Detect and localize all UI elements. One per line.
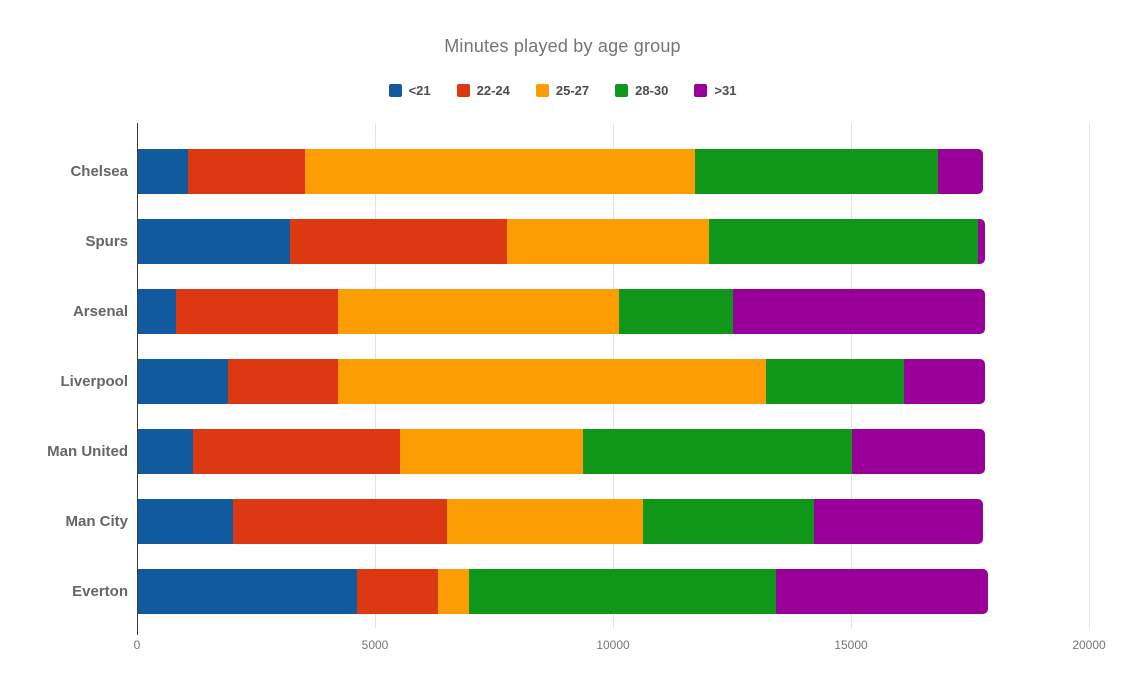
bar-segment: [337, 289, 619, 334]
legend-swatch-icon: [615, 84, 629, 97]
bar-segment: [138, 569, 357, 614]
bar-segment: [978, 219, 986, 264]
legend-item: 25-27: [535, 83, 590, 98]
chart-title: Minutes played by age group: [444, 36, 681, 56]
x-axis-tick-label: 20000: [1072, 638, 1106, 652]
bar-segment: [851, 429, 986, 474]
bar-segment: [356, 569, 438, 614]
y-axis-label: Man United: [47, 443, 128, 460]
bar-segment: [813, 499, 983, 544]
bar-segment: [138, 359, 229, 404]
legend: <21 22-24 25-27 28-30 >31: [0, 83, 1125, 98]
bar-segment: [732, 289, 986, 334]
bar-segment: [138, 219, 291, 264]
gridline: [1089, 123, 1090, 628]
bar-segment: [775, 569, 988, 614]
bar-row: [138, 149, 983, 194]
plot-area: [137, 123, 1090, 635]
legend-item: <21: [388, 83, 431, 98]
bar-segment: [437, 569, 469, 614]
bar-segment: [447, 499, 643, 544]
bar-segment: [228, 359, 338, 404]
legend-item: >31: [694, 83, 736, 98]
legend-label: 28-30: [635, 83, 669, 98]
bar-segment: [187, 149, 305, 194]
y-axis-line: [137, 123, 138, 635]
bar-segment: [583, 429, 852, 474]
x-axis-tick-label: 5000: [361, 638, 389, 652]
bar-row: [138, 569, 988, 614]
bar-segment: [506, 219, 710, 264]
bar-segment: [399, 429, 584, 474]
bar-segment: [642, 499, 814, 544]
y-axis-label: Man City: [65, 513, 128, 530]
bar-segment: [138, 149, 188, 194]
legend-label: 22-24: [476, 83, 510, 98]
bar-segment: [290, 219, 507, 264]
bar-segment: [138, 499, 234, 544]
legend-item: 22-24: [456, 83, 510, 98]
bar-segment: [138, 289, 177, 334]
x-axis-tick-label: 15000: [834, 638, 868, 652]
bar-segment: [694, 149, 938, 194]
bar-segment: [176, 289, 338, 334]
bar-row: [138, 429, 986, 474]
bar-segment: [468, 569, 776, 614]
y-axis-label: Chelsea: [70, 163, 128, 180]
bar-row: [138, 219, 986, 264]
bar-segment: [192, 429, 400, 474]
bar-row: [138, 289, 986, 334]
legend-swatch-icon: [694, 84, 708, 97]
bar-segment: [766, 359, 905, 404]
bar-row: [138, 359, 986, 404]
x-axis-tick-label: 10000: [596, 638, 630, 652]
bar-segment: [233, 499, 448, 544]
y-axis-label: Liverpool: [60, 373, 128, 390]
bar-segment: [304, 149, 695, 194]
legend-label: >31: [714, 83, 737, 98]
legend-swatch-icon: [456, 84, 470, 97]
bar-segment: [937, 149, 983, 194]
legend-item: 28-30: [615, 83, 668, 98]
bar-row: [138, 499, 983, 544]
y-axis-label: Spurs: [85, 233, 128, 250]
bar-segment: [904, 359, 986, 404]
x-axis-tick-label: 0: [133, 638, 141, 652]
legend-swatch-icon: [535, 84, 549, 97]
legend-swatch-icon: [388, 84, 402, 97]
bar-segment: [138, 429, 193, 474]
y-axis-label: Everton: [72, 583, 128, 600]
bar-segment: [709, 219, 979, 264]
legend-label: 25-27: [555, 83, 590, 98]
y-axis-label: Arsenal: [72, 303, 128, 320]
legend-label: <21: [408, 83, 431, 98]
bar-segment: [618, 289, 733, 334]
bar-segment: [337, 359, 767, 404]
